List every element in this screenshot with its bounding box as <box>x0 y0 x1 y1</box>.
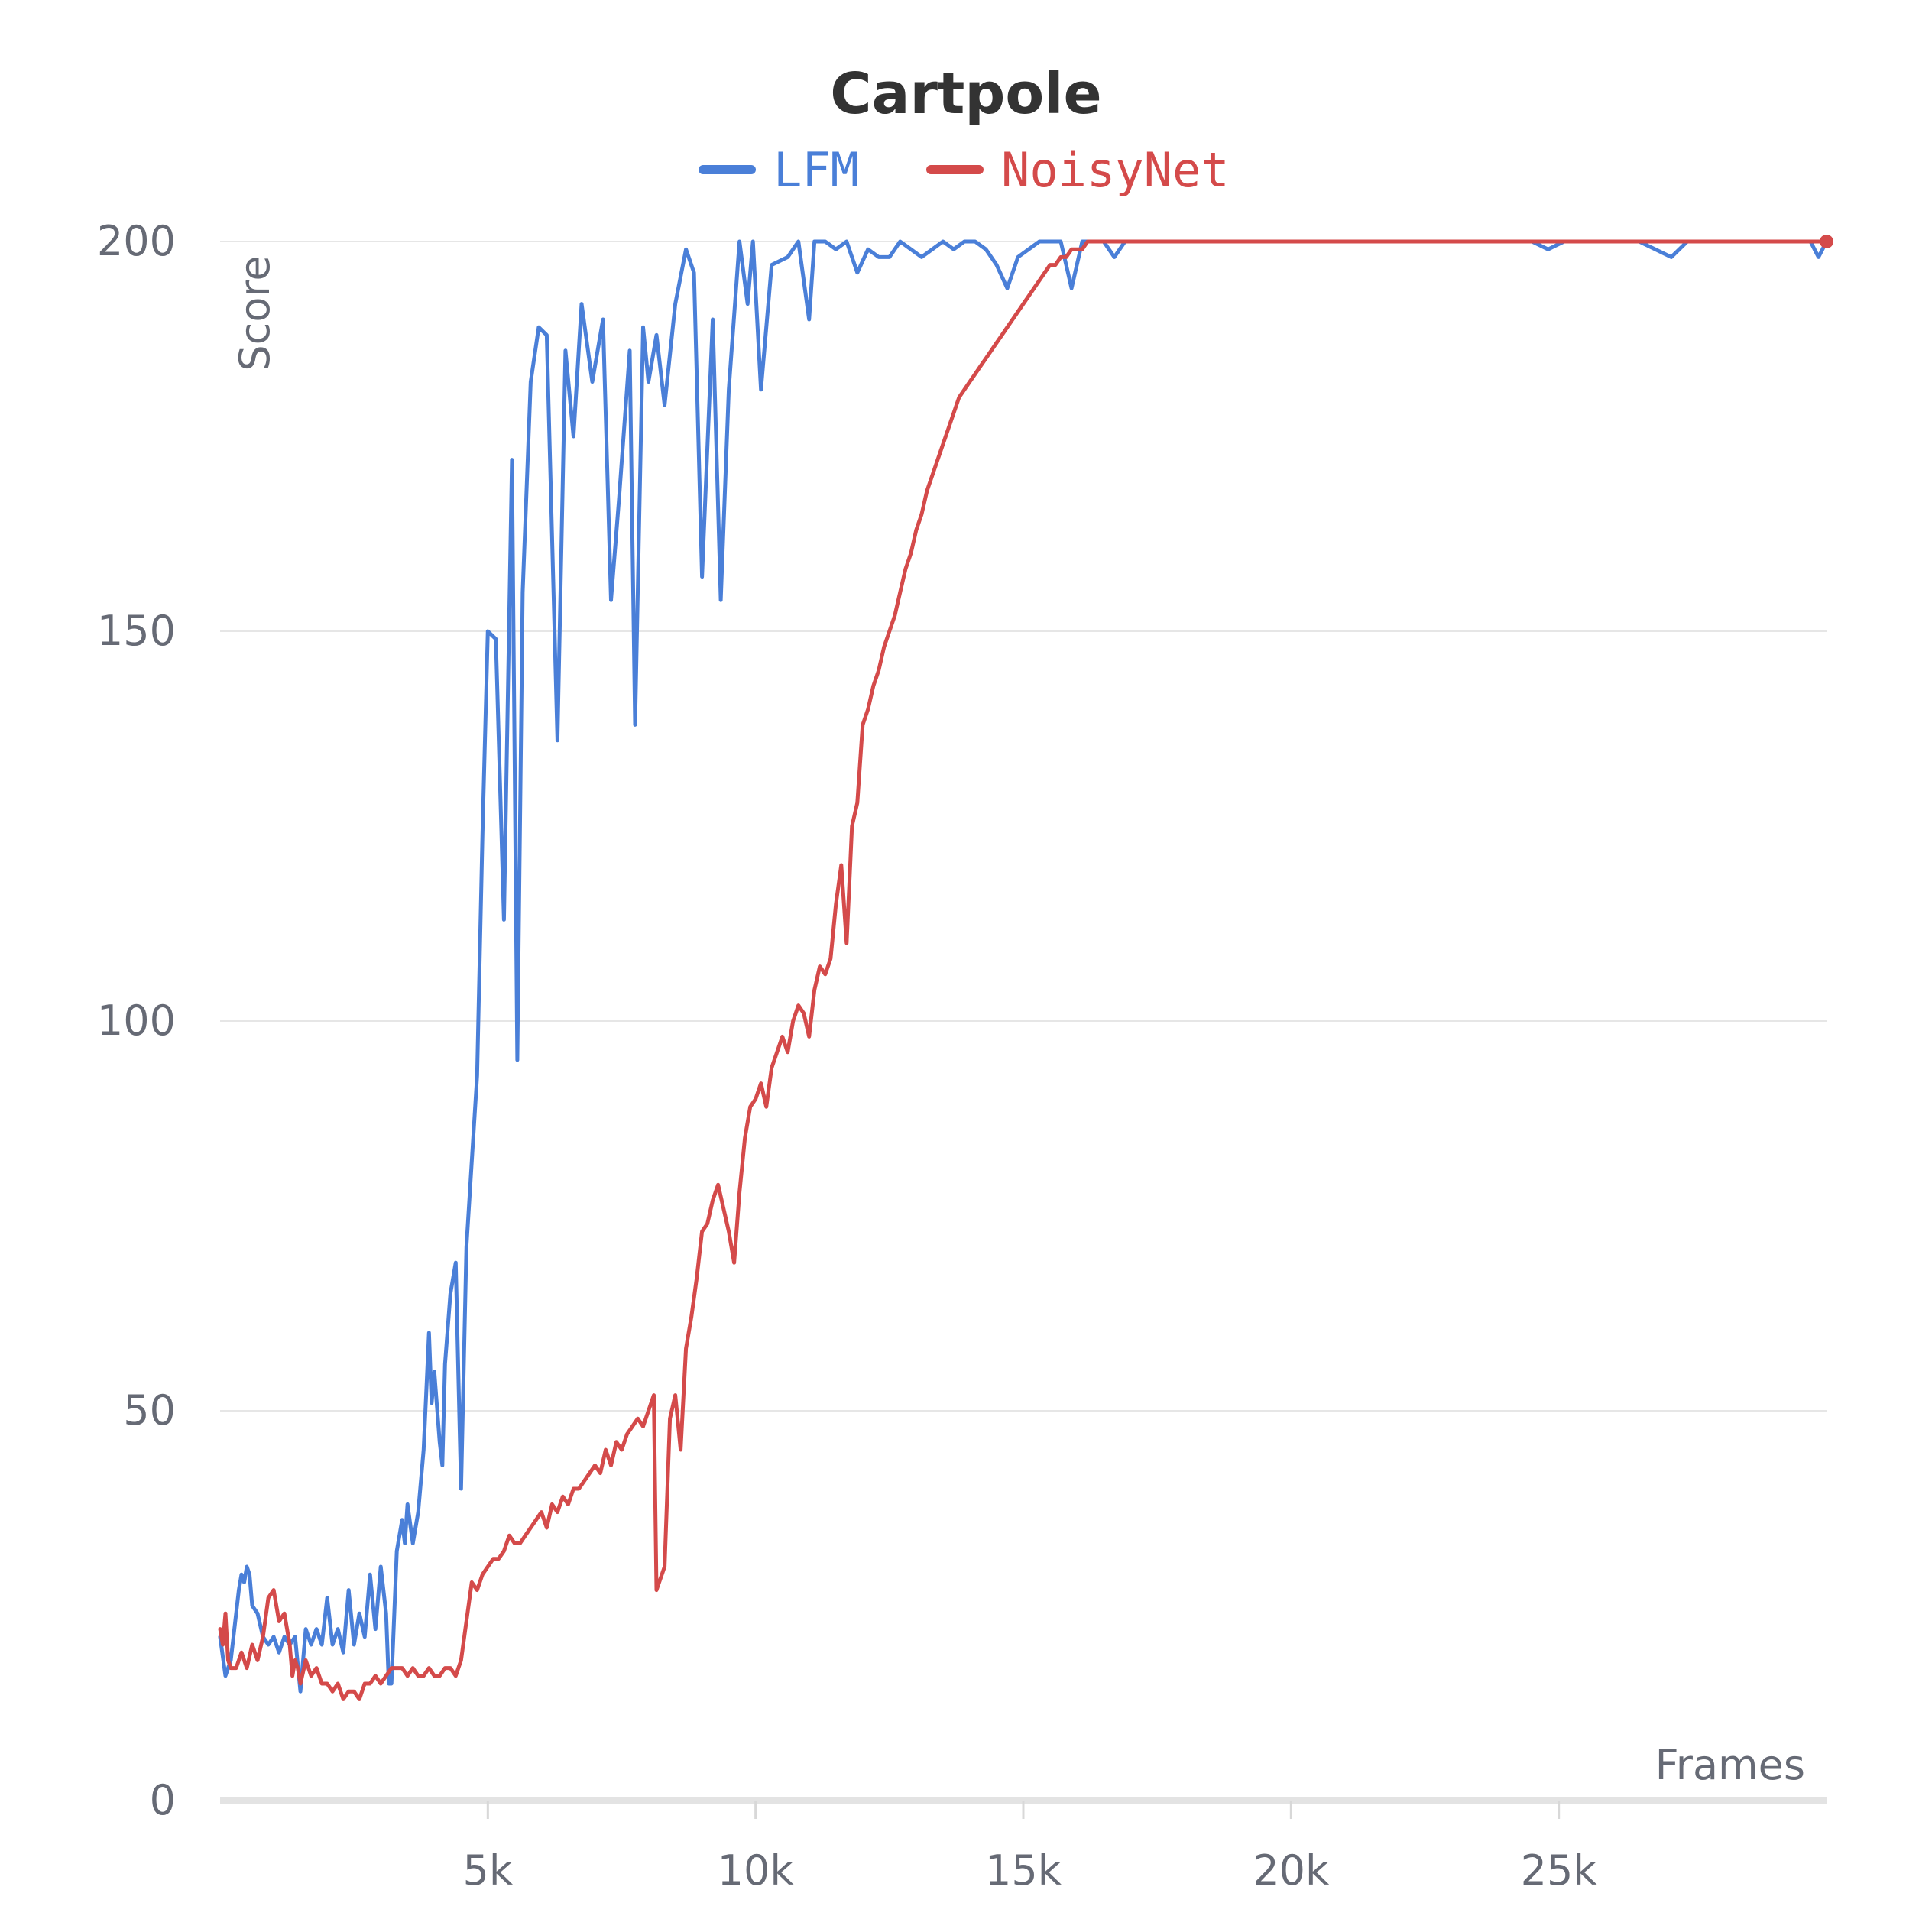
grid-lines <box>220 241 1827 1412</box>
x-tick-label: 25k <box>1521 1846 1598 1895</box>
y-axis-label: Score <box>231 255 279 371</box>
y-tick-label: 100 <box>97 997 176 1045</box>
y-tick-label: 0 <box>150 1776 176 1824</box>
axes: 0 50 100 150 200 5k 10k 15k 20k 25k <box>97 217 1827 1895</box>
x-tick-label: 10k <box>718 1846 795 1895</box>
endpoint-marker <box>1820 235 1833 248</box>
series-lines <box>218 235 1833 1701</box>
y-tick-label: 200 <box>97 217 176 265</box>
y-tick-label: 150 <box>97 607 176 655</box>
y-tick-label: 50 <box>123 1386 176 1434</box>
x-tick-label: 15k <box>985 1846 1062 1895</box>
x-tick-label: 20k <box>1253 1846 1330 1895</box>
series-line-lfm <box>218 239 1829 1694</box>
series-line-noisynet <box>218 239 1829 1701</box>
x-axis-label: Frames <box>1655 1741 1805 1789</box>
legend-label-noisynet: NoisyNet <box>1001 142 1230 198</box>
legend-label-lfm: LFM <box>773 142 859 198</box>
legend: LFM NoisyNet <box>699 142 1230 198</box>
x-tick-label: 5k <box>463 1846 514 1895</box>
chart-title: Cartpole <box>830 61 1101 127</box>
